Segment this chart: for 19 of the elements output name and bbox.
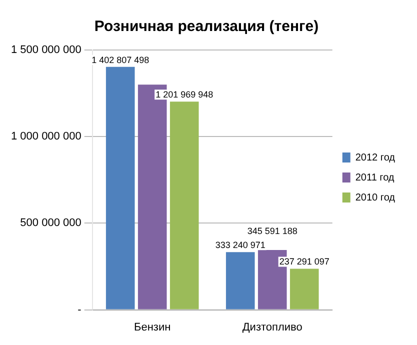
legend-label: 2011 год xyxy=(355,172,394,184)
legend-label: 2010 год xyxy=(355,192,396,204)
y-tick-label: 500 000 000 xyxy=(20,217,82,230)
bar xyxy=(226,252,255,310)
chart-title: Розничная реализация (тенге) xyxy=(94,18,319,36)
x-tick-label: Бензин xyxy=(134,321,171,334)
data-label: 237 291 097 xyxy=(279,256,330,267)
data-label: 1 201 969 948 xyxy=(156,90,214,100)
data-label: 333 240 971 xyxy=(215,240,266,250)
bar xyxy=(290,268,319,310)
bar xyxy=(170,102,199,310)
data-label: 345 591 188 xyxy=(247,226,298,236)
bar xyxy=(106,66,135,310)
y-tick-label: - xyxy=(78,304,82,316)
y-tick-label: 1 000 000 000 xyxy=(10,130,82,143)
data-label: 1 402 807 498 xyxy=(92,54,150,65)
x-tick-label: Дизтопливо xyxy=(242,321,302,334)
legend-label: 2012 год xyxy=(355,152,396,164)
y-tick-label: 1 500 000 000 xyxy=(10,44,82,56)
